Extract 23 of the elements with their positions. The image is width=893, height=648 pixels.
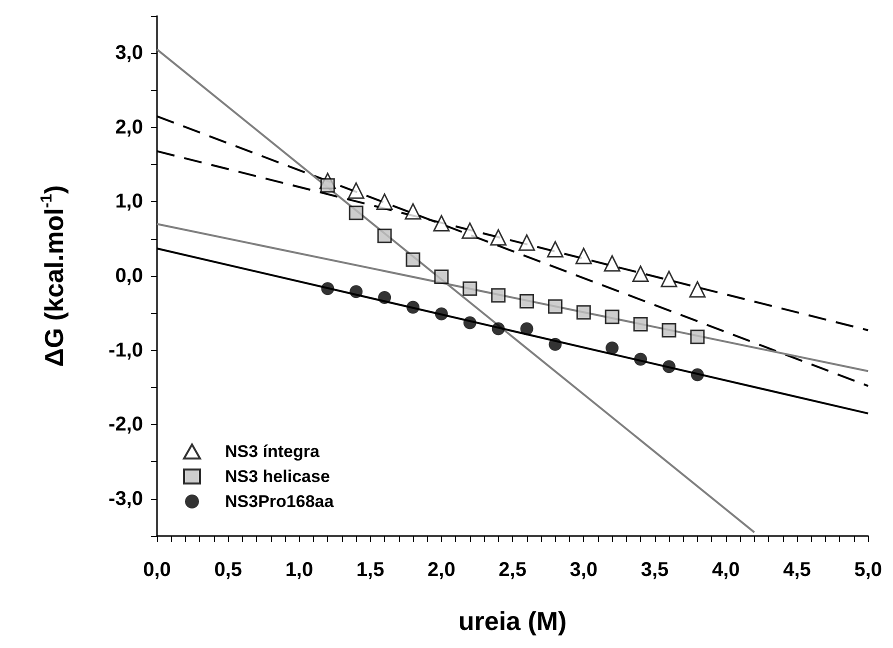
legend-label: NS3 helicase <box>225 467 330 486</box>
x-tick-label: 0,5 <box>214 559 242 581</box>
x-axis-title: ureia (M) <box>458 606 567 636</box>
legend-label: NS3 íntegra <box>225 442 320 461</box>
y-axis-title: ΔG (kcal.mol-1) <box>38 185 69 367</box>
legend-label: NS3Pro168aa <box>225 492 334 511</box>
x-tick-label: 2,0 <box>428 559 456 581</box>
y-tick-label: -1,0 <box>108 339 143 362</box>
x-tick-label: 0,0 <box>143 559 171 581</box>
y-tick-label: -2,0 <box>108 414 143 436</box>
x-tick-label: 5,0 <box>854 559 882 581</box>
x-tick-label: 4,5 <box>783 559 811 581</box>
y-tick-label: 0,0 <box>115 265 143 287</box>
y-tick-label: 1,0 <box>115 190 143 213</box>
x-tick-label: 3,0 <box>570 559 598 581</box>
x-tick-label: 1,5 <box>356 559 384 581</box>
y-tick-label: -3,0 <box>108 488 143 510</box>
x-tick-label: 3,5 <box>640 559 669 581</box>
y-tick-label: 3,0 <box>115 42 143 64</box>
x-tick-label: 2,5 <box>498 559 526 581</box>
x-tick-label: 1,0 <box>285 559 314 581</box>
y-tick-label: 2,0 <box>115 116 143 138</box>
x-tick-label: 4,0 <box>712 559 740 581</box>
